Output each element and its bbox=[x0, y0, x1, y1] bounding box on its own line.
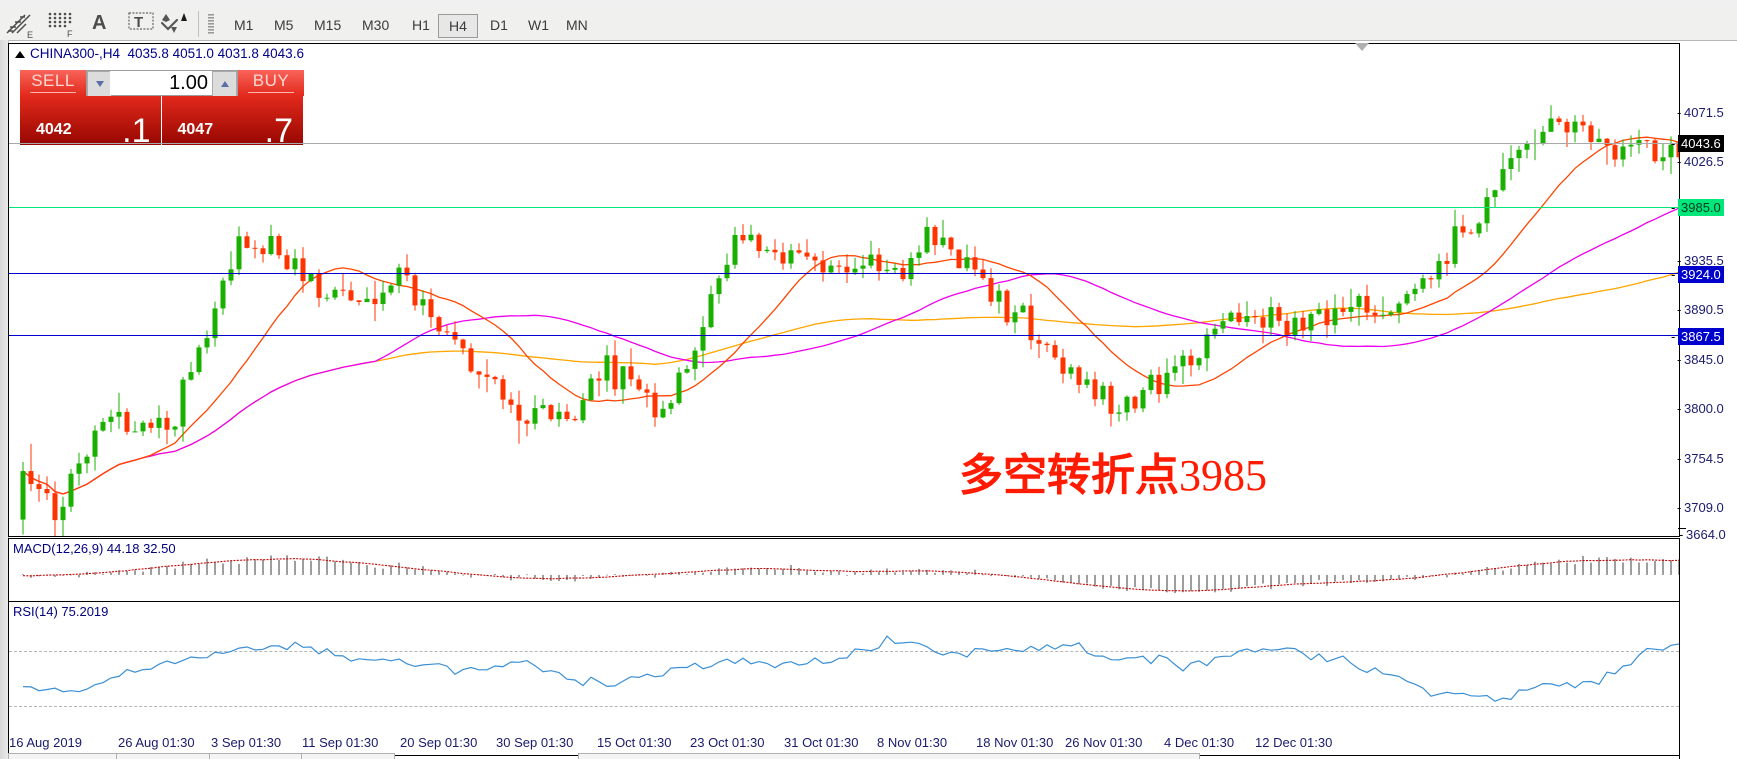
svg-text:T: T bbox=[134, 14, 143, 31]
svg-text:F: F bbox=[67, 29, 73, 38]
svg-text:E: E bbox=[27, 30, 33, 40]
